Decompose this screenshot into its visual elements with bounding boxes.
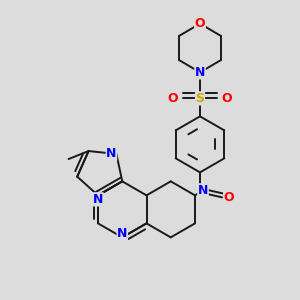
Text: O: O <box>168 92 178 105</box>
Text: N: N <box>198 184 208 197</box>
Text: O: O <box>222 92 232 105</box>
Text: O: O <box>224 191 234 204</box>
Text: O: O <box>195 17 205 30</box>
Text: N: N <box>117 227 128 240</box>
Text: N: N <box>106 148 117 160</box>
Text: N: N <box>93 193 103 206</box>
Text: S: S <box>196 92 205 105</box>
Text: N: N <box>195 66 205 79</box>
